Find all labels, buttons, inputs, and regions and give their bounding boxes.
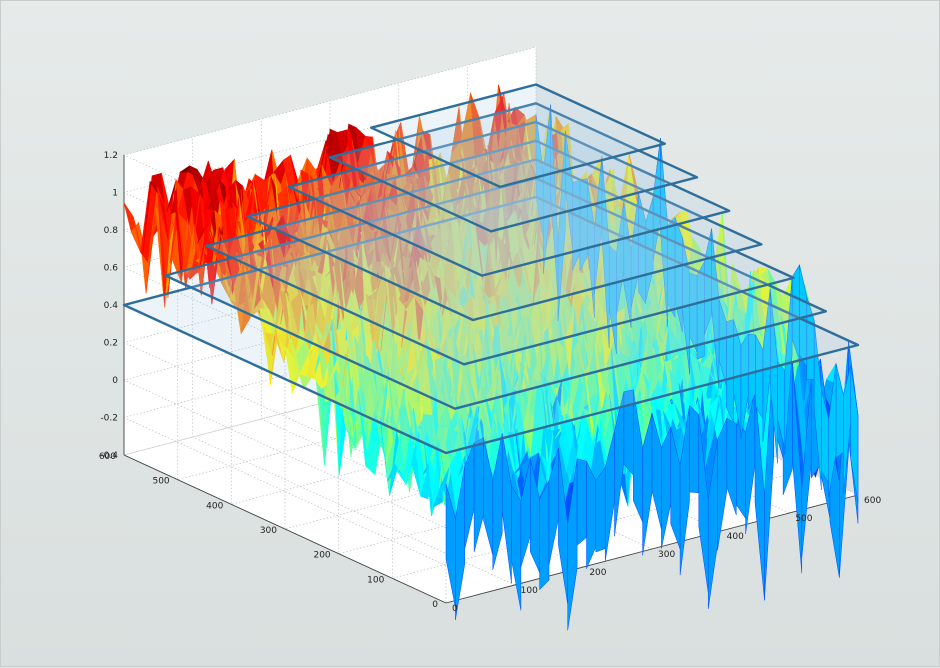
z-tick-label: 1.2 (104, 151, 118, 161)
surface-skirt-front (595, 466, 606, 553)
surface-skirt-front (576, 458, 587, 546)
surface-skirt-front (511, 485, 522, 611)
y-axis-line (123, 454, 447, 604)
y-tick-label: 0 (432, 600, 438, 610)
x-tick-label: 500 (795, 514, 812, 524)
x-axis-line (445, 494, 859, 604)
y-tick-label: 500 (152, 477, 169, 487)
surface (123, 84, 859, 631)
z-tick-label: 0.2 (104, 339, 118, 349)
x-tick-label: 200 (589, 568, 606, 578)
y-tick-label: 300 (260, 526, 277, 536)
surface-skirt-front (689, 405, 700, 494)
z-tick-label: 0.8 (104, 226, 119, 236)
x-tick-label: 300 (658, 550, 675, 560)
z-tick-label: 1 (112, 189, 118, 199)
x-tick-label: 100 (521, 586, 538, 596)
surface-skirt-right (835, 363, 844, 459)
x-tick-label: 600 (864, 496, 881, 506)
z-tick-label: -0.2 (100, 414, 118, 424)
y-tick-label: 200 (313, 551, 330, 561)
surface-skirt-front (539, 480, 550, 591)
z-tick-label: 0 (112, 376, 118, 386)
z-tick-label: 0.6 (104, 264, 119, 274)
z-tick-label: -0.4 (100, 451, 118, 461)
y-tick-label: 100 (367, 575, 384, 585)
x-tick-label: 0 (452, 604, 458, 614)
x-tick-label: 400 (727, 532, 744, 542)
z-tick-label: 0.4 (104, 301, 119, 311)
y-tick-label: 400 (206, 501, 223, 511)
